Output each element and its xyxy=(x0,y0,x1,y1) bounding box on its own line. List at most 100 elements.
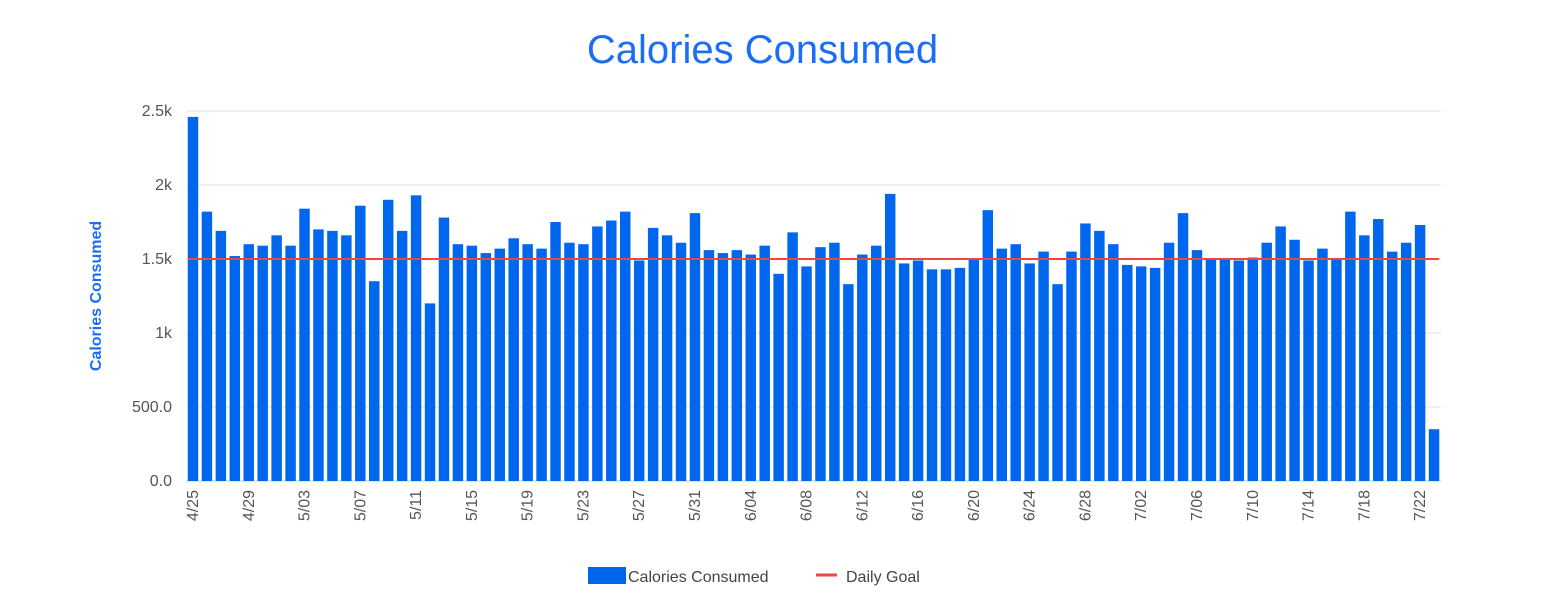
bar[interactable] xyxy=(229,256,241,481)
y-axis-ticks: 0.0 500.0 1k 1.5k 2k 2.5k xyxy=(132,103,173,490)
bar[interactable] xyxy=(703,250,715,481)
bar[interactable] xyxy=(410,195,422,482)
bar[interactable] xyxy=(550,222,561,481)
bar[interactable] xyxy=(480,253,492,481)
bar[interactable] xyxy=(369,281,380,481)
bar[interactable] xyxy=(355,205,366,481)
bar[interactable] xyxy=(871,245,882,481)
bar[interactable] xyxy=(341,235,352,481)
bar[interactable] xyxy=(620,211,631,481)
legend[interactable]: Calories Consumed Daily Goal xyxy=(588,567,920,586)
bar[interactable] xyxy=(1177,213,1189,481)
bar[interactable] xyxy=(661,235,673,481)
bar[interactable] xyxy=(382,199,394,482)
x-tick-label: 5/27 xyxy=(631,490,648,521)
bar[interactable] xyxy=(1066,251,1077,481)
bar[interactable] xyxy=(1414,224,1426,481)
bar[interactable] xyxy=(257,245,268,481)
bar[interactable] xyxy=(1233,260,1245,481)
bar[interactable] xyxy=(1122,264,1133,481)
bar[interactable] xyxy=(675,242,687,481)
bar[interactable] xyxy=(396,230,408,481)
bar[interactable] xyxy=(508,238,519,481)
bar[interactable] xyxy=(1163,242,1175,481)
bar[interactable] xyxy=(731,250,743,481)
bar[interactable] xyxy=(438,217,450,481)
bar[interactable] xyxy=(1094,230,1105,481)
bar[interactable] xyxy=(633,260,645,481)
bar[interactable] xyxy=(1205,259,1217,481)
bar[interactable] xyxy=(592,226,603,481)
bar[interactable] xyxy=(940,269,952,481)
x-tick-label: 6/08 xyxy=(799,490,816,521)
bar[interactable] xyxy=(1080,223,1091,482)
bar[interactable] xyxy=(466,245,478,481)
bar[interactable] xyxy=(1149,267,1161,481)
bar[interactable] xyxy=(243,244,254,481)
bar[interactable] xyxy=(787,232,798,481)
bar[interactable] xyxy=(745,254,756,481)
x-tick-label: 7/22 xyxy=(1412,490,1429,521)
bar[interactable] xyxy=(285,245,296,481)
bar[interactable] xyxy=(536,248,547,481)
bar[interactable] xyxy=(996,248,1007,481)
bar[interactable] xyxy=(1038,251,1049,481)
bar[interactable] xyxy=(982,210,994,481)
bar[interactable] xyxy=(829,242,840,481)
bar[interactable] xyxy=(1289,239,1300,481)
bar[interactable] xyxy=(884,193,896,481)
legend-label-goal: Daily Goal xyxy=(846,569,920,586)
bar[interactable] xyxy=(1108,244,1119,481)
bar[interactable] xyxy=(1359,235,1370,481)
bar[interactable] xyxy=(1428,429,1440,481)
bar[interactable] xyxy=(1024,263,1035,481)
bar[interactable] xyxy=(424,303,436,481)
bar[interactable] xyxy=(201,211,213,481)
bar[interactable] xyxy=(898,263,910,481)
bar[interactable] xyxy=(1010,244,1021,481)
bar[interactable] xyxy=(689,213,701,481)
bar[interactable] xyxy=(968,259,980,481)
bar[interactable] xyxy=(1373,219,1384,482)
bar[interactable] xyxy=(1261,242,1272,481)
bar[interactable] xyxy=(522,244,533,481)
bar[interactable] xyxy=(1191,250,1203,481)
bar[interactable] xyxy=(815,247,826,481)
bar[interactable] xyxy=(1386,251,1398,481)
bar[interactable] xyxy=(1303,260,1314,481)
bar[interactable] xyxy=(1345,211,1356,481)
x-tick-label: 7/10 xyxy=(1245,490,1262,521)
bar[interactable] xyxy=(187,116,199,482)
bar[interactable] xyxy=(717,253,729,481)
bar[interactable] xyxy=(857,254,868,481)
bar[interactable] xyxy=(954,267,966,481)
bar[interactable] xyxy=(1317,248,1328,481)
bar[interactable] xyxy=(1275,226,1286,481)
x-tick-label: 5/19 xyxy=(520,490,537,521)
bar[interactable] xyxy=(773,273,784,481)
bar[interactable] xyxy=(1219,259,1231,481)
bar[interactable] xyxy=(564,242,575,481)
bar[interactable] xyxy=(926,269,938,481)
bar[interactable] xyxy=(1400,242,1412,481)
bar[interactable] xyxy=(313,229,324,481)
bar[interactable] xyxy=(494,248,505,481)
bar[interactable] xyxy=(1135,266,1147,481)
x-tick-label: 5/31 xyxy=(687,490,704,521)
bar[interactable] xyxy=(1052,284,1063,481)
x-tick-label: 6/12 xyxy=(854,490,871,521)
bar[interactable] xyxy=(1247,257,1258,481)
bar[interactable] xyxy=(271,235,282,481)
bar[interactable] xyxy=(299,208,310,481)
bar[interactable] xyxy=(843,284,854,481)
bar[interactable] xyxy=(327,230,338,481)
bar[interactable] xyxy=(452,244,464,481)
bar[interactable] xyxy=(912,260,924,481)
bar[interactable] xyxy=(215,230,227,481)
bar[interactable] xyxy=(606,220,617,481)
bar[interactable] xyxy=(578,244,589,481)
bar[interactable] xyxy=(801,266,812,481)
bar[interactable] xyxy=(1331,259,1342,481)
bar[interactable] xyxy=(759,245,770,481)
bar[interactable] xyxy=(647,227,659,481)
